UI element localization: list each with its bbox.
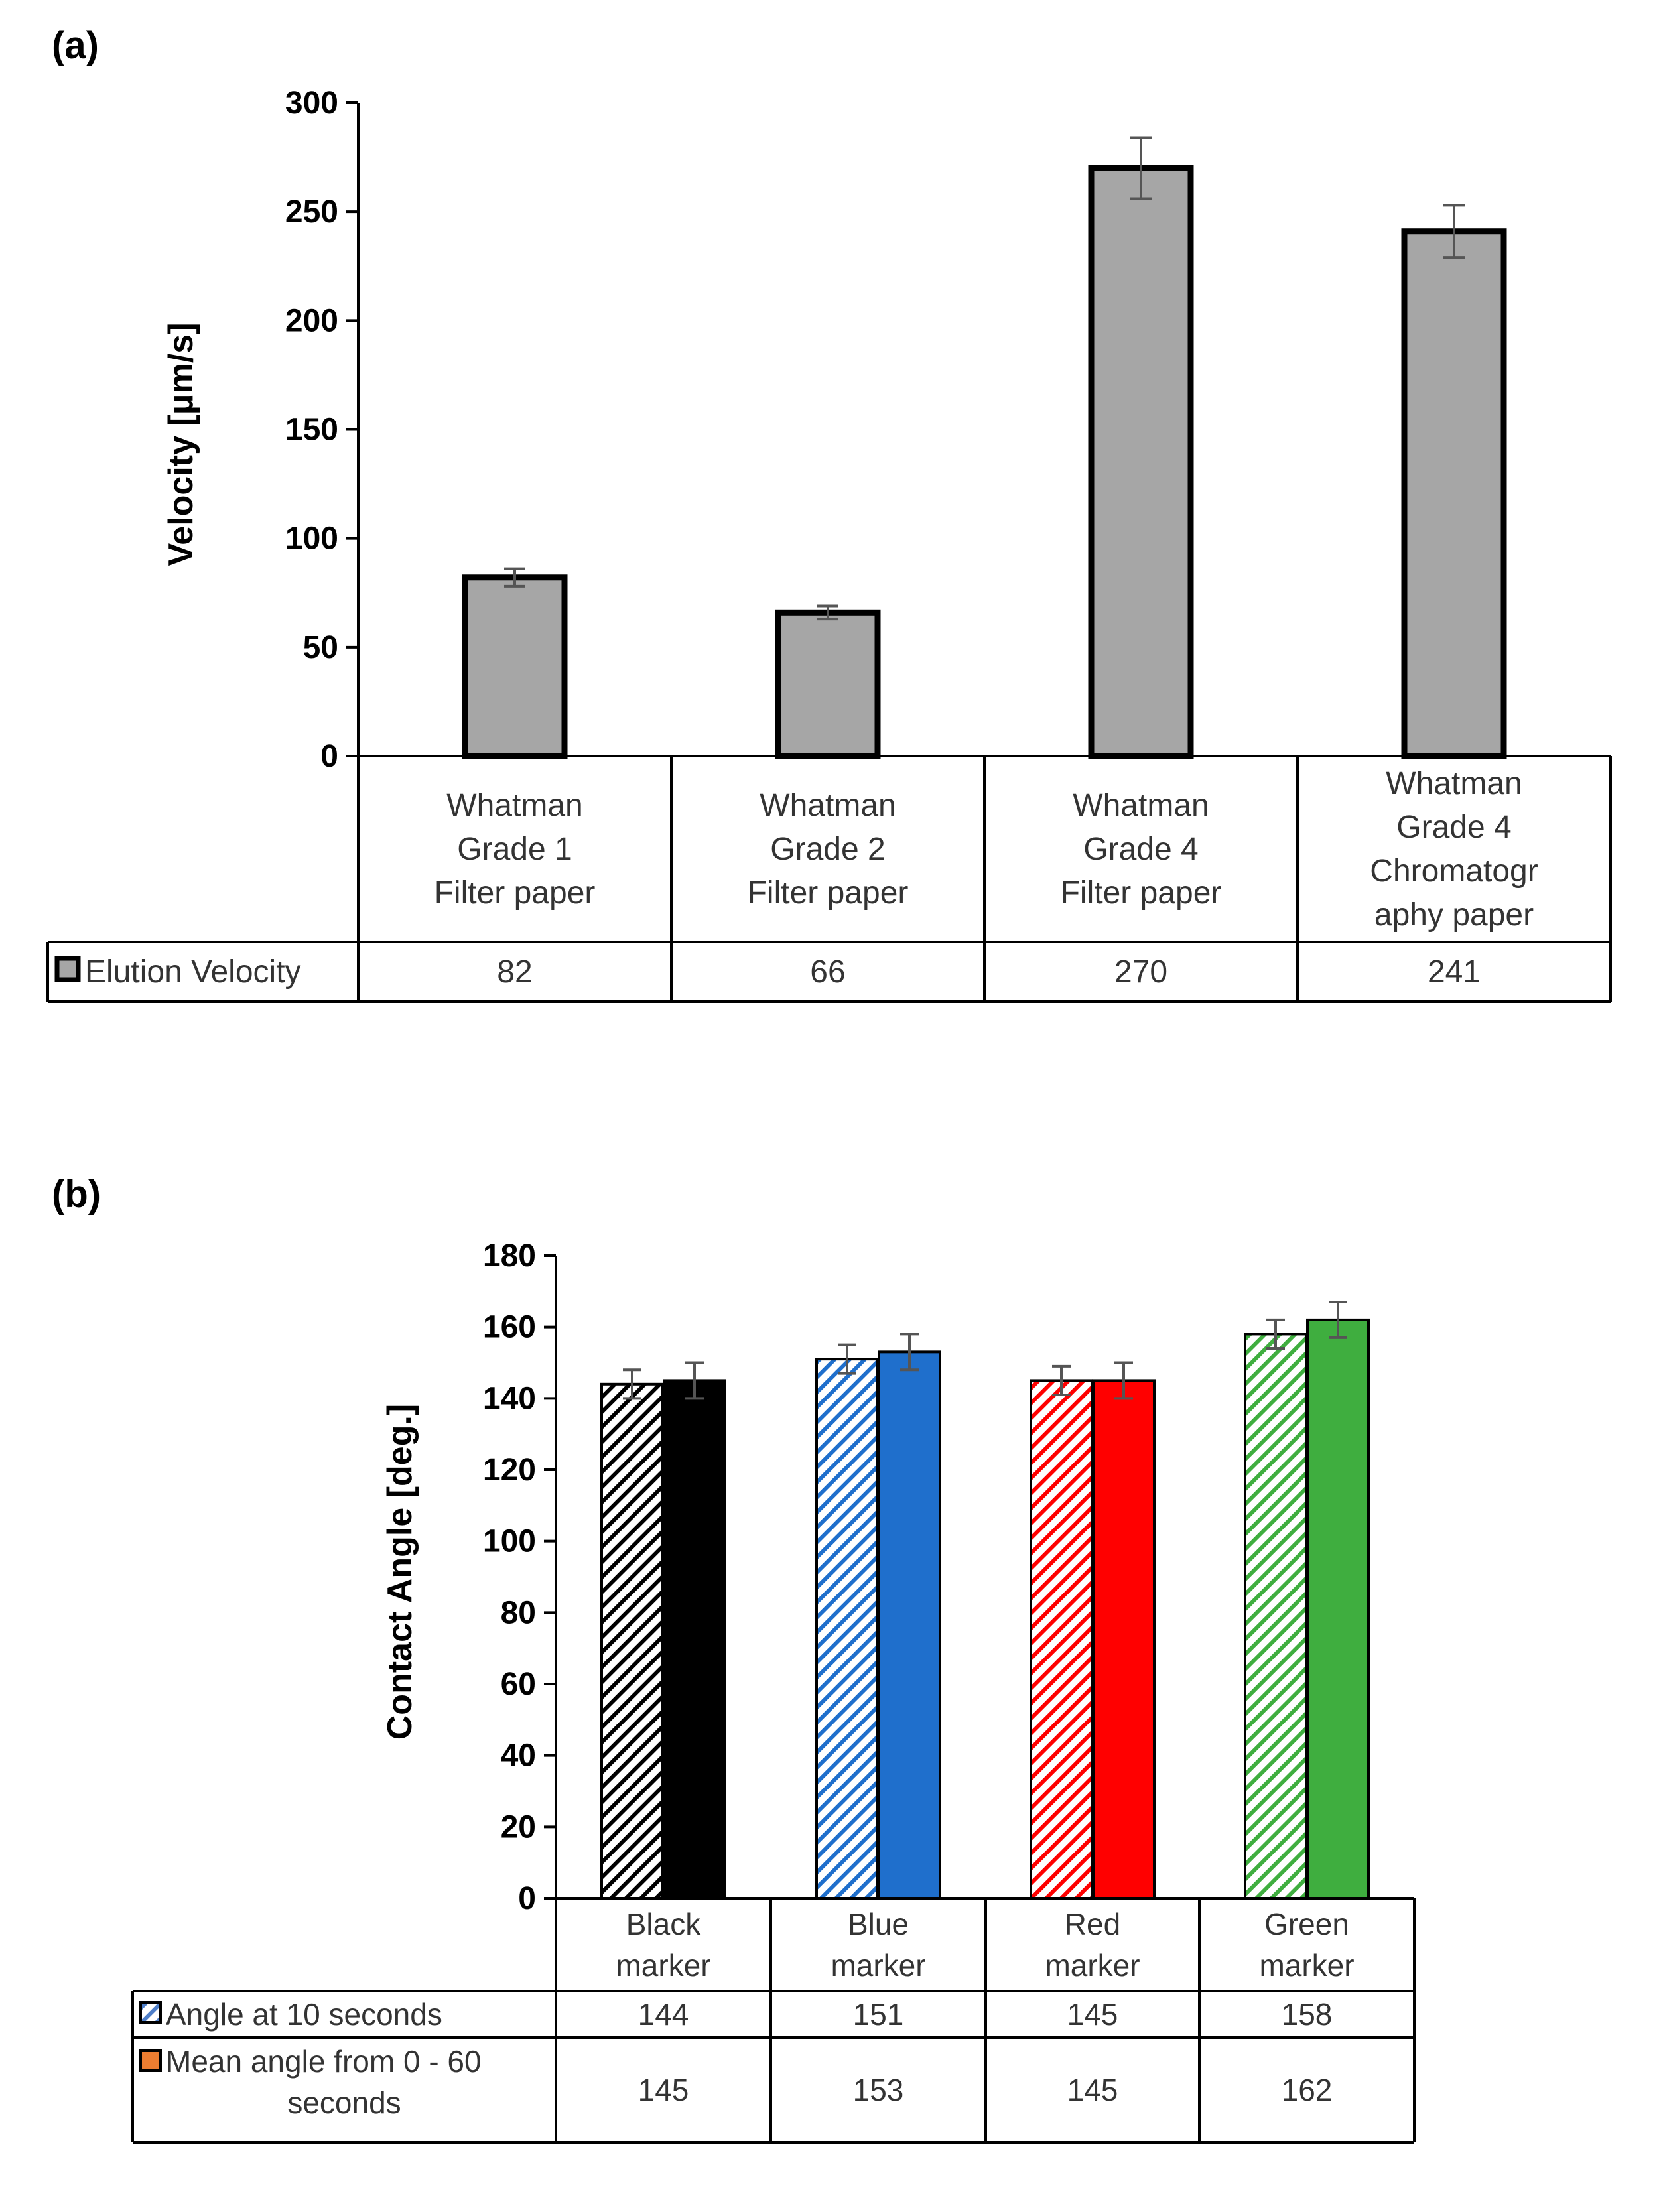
- category-label: Chromatogr: [1370, 854, 1538, 889]
- category-label: marker: [616, 1948, 710, 1983]
- legend-key: [139, 2001, 162, 2024]
- category-label: marker: [1045, 1948, 1140, 1983]
- panel-a-y-axis-title: Velocity [μm/s]: [162, 322, 200, 566]
- legend-key: [54, 956, 81, 982]
- category-label: Whatman: [760, 788, 896, 823]
- table-value: 158: [1282, 1997, 1333, 2032]
- table-value: 241: [1428, 954, 1481, 990]
- bar-solid: [878, 1350, 941, 1900]
- y-tick-label: 120: [483, 1453, 536, 1488]
- table-value: 66: [810, 954, 845, 990]
- panel-b-label: (b): [52, 1173, 101, 1216]
- y-tick-label: 40: [501, 1738, 536, 1774]
- bar: [1088, 165, 1194, 759]
- table-value: 151: [853, 1997, 904, 2032]
- category-label: Whatman: [446, 788, 582, 823]
- panel-b-y-ticks: 0 20 40 60 80 100 120 140 160 180: [483, 1238, 557, 1916]
- y-tick-label: 20: [501, 1809, 536, 1845]
- y-tick-label: 250: [285, 194, 338, 229]
- panel-a-y-ticks: 0 50 100 150 200 250 300: [285, 86, 360, 774]
- y-tick-label: 0: [518, 1881, 536, 1916]
- bar-hatched: [815, 1358, 879, 1900]
- table-value: 145: [1067, 1997, 1118, 2032]
- category-label: Whatman: [1073, 788, 1209, 823]
- table-value: 82: [497, 954, 532, 990]
- y-tick-label: 300: [285, 86, 338, 121]
- panel-b-bars: [600, 1300, 1370, 1900]
- bar-hatched: [600, 1382, 664, 1900]
- category-label: Filter paper: [1061, 876, 1222, 911]
- panel-a-label: (a): [52, 24, 99, 67]
- y-tick-label: 150: [285, 413, 338, 448]
- panel-a-bars: [462, 136, 1507, 759]
- category-label: Filter paper: [434, 876, 596, 911]
- table-value: 145: [1067, 2073, 1118, 2107]
- category-label: aphy paper: [1374, 897, 1534, 933]
- panel-b-data-table: Black marker Blue marker Red marker Green marke…: [131, 1897, 1416, 2144]
- table-value: 153: [853, 2073, 904, 2107]
- category-label: Green: [1264, 1907, 1349, 1941]
- bar: [1401, 228, 1507, 759]
- y-tick-label: 160: [483, 1310, 536, 1345]
- category-label: Grade 4: [1083, 832, 1198, 867]
- bar-hatched: [1244, 1333, 1307, 1900]
- panel-b: (b) Contact Angle [deg.] 0 20 40 60 80 100 120…: [52, 1173, 1416, 2144]
- table-value: 162: [1282, 2073, 1333, 2107]
- table-value: 144: [638, 1997, 689, 2032]
- category-label: Filter paper: [748, 876, 909, 911]
- legend-label: Angle at 10 seconds: [166, 1997, 442, 2032]
- panel-a-data-table: Whatman Grade 1 Filter paper Whatman Grade 2…: [46, 755, 1612, 1003]
- bar: [462, 574, 568, 759]
- bar: [775, 609, 881, 759]
- bar-solid: [663, 1379, 726, 1900]
- legend-label: seconds: [287, 2085, 401, 2120]
- legend-label: Mean angle from 0 - 60: [166, 2044, 482, 2079]
- category-label: Whatman: [1386, 766, 1522, 801]
- y-tick-label: 0: [320, 739, 338, 774]
- category-label: marker: [831, 1948, 925, 1983]
- panel-b-y-axis-title: Contact Angle [deg.]: [381, 1404, 419, 1740]
- legend-key: [139, 2049, 162, 2072]
- table-value: 145: [638, 2073, 689, 2107]
- category-label: marker: [1259, 1948, 1354, 1983]
- y-tick-label: 140: [483, 1381, 536, 1416]
- category-label: Black: [626, 1907, 701, 1941]
- category-label: Grade 4: [1396, 810, 1511, 845]
- category-label: Blue: [848, 1907, 909, 1941]
- category-label: Grade 1: [457, 832, 572, 867]
- y-tick-label: 50: [303, 630, 338, 665]
- panel-a: (a) Velocity [μm/s] 0 50 100 150 200 250 300 W…: [46, 24, 1612, 1003]
- y-tick-label: 200: [285, 303, 338, 338]
- y-tick-label: 180: [483, 1238, 536, 1273]
- bar-solid: [1092, 1379, 1156, 1900]
- table-value: 270: [1114, 954, 1167, 990]
- y-tick-label: 100: [285, 521, 338, 556]
- y-tick-label: 60: [501, 1667, 536, 1702]
- y-tick-label: 80: [501, 1595, 536, 1630]
- legend-label: Elution Velocity: [85, 954, 301, 990]
- bar-solid: [1306, 1318, 1370, 1900]
- category-label: Red: [1065, 1907, 1120, 1941]
- category-label: Grade 2: [770, 832, 885, 867]
- y-tick-label: 100: [483, 1524, 536, 1559]
- bar-hatched: [1030, 1379, 1093, 1900]
